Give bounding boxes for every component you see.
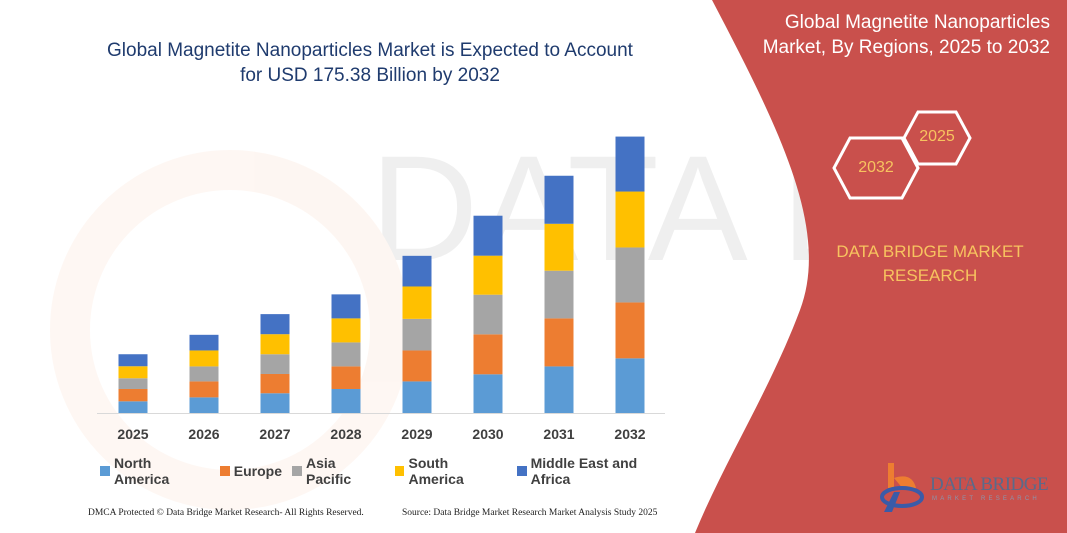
legend: North America Europe Asia Pacific South …	[100, 455, 680, 487]
x-tick-label: 2026	[188, 426, 220, 442]
side-panel-title: Global Magnetite Nanoparticles Market, B…	[760, 10, 1050, 60]
legend-item: Europe	[219, 455, 283, 487]
stacked-bar-chart	[118, 136, 645, 413]
bar-segment-north-america-2025	[118, 401, 148, 413]
legend-label: Middle East and Africa	[530, 455, 638, 487]
x-tick-label: 2028	[330, 426, 362, 442]
bar-segment-asia-pacific-2028	[331, 342, 361, 367]
legend-item: Middle East and Africa	[516, 455, 680, 487]
bar-segment-asia-pacific-2031	[544, 270, 574, 319]
bar-segment-europe-2029	[402, 350, 432, 382]
bar-segment-europe-2030	[473, 334, 503, 375]
x-tick-label: 2030	[472, 426, 504, 442]
hexagon-2032	[832, 136, 920, 200]
legend-item: South America	[394, 455, 507, 487]
bar-segment-south-america-2032	[615, 191, 645, 248]
bar-segment-middle-east-and-africa-2030	[473, 215, 503, 256]
bar-segment-middle-east-and-africa-2032	[615, 136, 645, 192]
bar-segment-europe-2032	[615, 302, 645, 359]
logo-icon	[880, 463, 924, 512]
side-panel-title-line1: Global Magnetite Nanoparticles	[784, 12, 1050, 33]
bar-segment-middle-east-and-africa-2025	[118, 354, 148, 367]
bar-segment-south-america-2029	[402, 286, 432, 319]
bar-segment-south-america-2030	[473, 255, 503, 295]
bar-segment-asia-pacific-2027	[260, 354, 290, 374]
bar-segment-north-america-2030	[473, 374, 503, 413]
logo-tagline: MARKET RESEARCH	[932, 496, 1040, 502]
bar-segment-europe-2027	[260, 373, 290, 394]
bar-segment-europe-2031	[544, 318, 574, 367]
legend-swatch	[100, 466, 110, 476]
legend-label: North America	[113, 455, 170, 487]
x-tick-label: 2025	[117, 426, 149, 442]
bar-segment-europe-2025	[118, 388, 148, 402]
brand-line2: RESEARCH	[882, 266, 978, 285]
bar-segment-south-america-2027	[260, 334, 290, 355]
footer-copyright: DMCA Protected © Data Bridge Market Rese…	[88, 508, 364, 518]
x-tick-label: 2029	[401, 426, 433, 442]
bar-segment-south-america-2025	[118, 366, 148, 379]
legend-label: Europe	[233, 463, 283, 479]
chart-title-line1: Global Magnetite Nanoparticles Market is…	[107, 40, 633, 61]
bar-segment-north-america-2032	[615, 358, 645, 413]
bar-segment-europe-2028	[331, 366, 361, 389]
bar-segment-middle-east-and-africa-2031	[544, 175, 574, 224]
bar-segment-north-america-2027	[260, 393, 290, 413]
bar-segment-asia-pacific-2025	[118, 378, 148, 389]
bar-segment-asia-pacific-2029	[402, 318, 432, 351]
legend-swatch	[292, 466, 303, 476]
bar-segment-asia-pacific-2026	[189, 366, 219, 382]
legend-item: Asia Pacific	[292, 455, 384, 487]
bar-segment-middle-east-and-africa-2029	[402, 255, 432, 287]
bar-segment-asia-pacific-2032	[615, 247, 645, 303]
footer-source: Source: Data Bridge Market Research Mark…	[402, 508, 658, 518]
hex-label-end: 2032	[858, 159, 894, 176]
x-tick-label: 2032	[614, 426, 646, 442]
legend-item: North America	[100, 455, 210, 487]
bar-segment-asia-pacific-2030	[473, 294, 503, 335]
bar-segment-north-america-2028	[331, 388, 361, 413]
x-tick-label: 2027	[259, 426, 291, 442]
logo-name: DATA BRIDGE	[930, 474, 1049, 495]
brand-line1: DATA BRIDGE MARKET	[836, 242, 1024, 261]
legend-label: Asia Pacific	[306, 455, 352, 487]
bar-segment-europe-2026	[189, 381, 219, 398]
legend-swatch	[516, 466, 527, 476]
legend-swatch	[394, 466, 405, 476]
bar-segment-middle-east-and-africa-2028	[331, 294, 361, 319]
bar-segment-south-america-2031	[544, 223, 574, 271]
bar-segment-north-america-2029	[402, 381, 432, 413]
legend-swatch	[219, 466, 230, 476]
hexagon-2025	[902, 110, 972, 166]
bar-segment-north-america-2026	[189, 397, 219, 413]
legend-label: South America	[408, 455, 464, 487]
hex-label-start: 2025	[919, 128, 955, 145]
bar-segment-south-america-2026	[189, 350, 219, 367]
bar-segment-north-america-2031	[544, 366, 574, 413]
side-panel-background	[695, 0, 1067, 533]
bar-segment-middle-east-and-africa-2027	[260, 314, 290, 335]
x-tick-label: 2031	[543, 426, 575, 442]
side-panel-title-line2: Market, By Regions, 2025 to 2032	[762, 37, 1050, 58]
chart-title-line2: for USD 175.38 Billion by 2032	[240, 65, 500, 86]
bar-segment-middle-east-and-africa-2026	[189, 334, 219, 351]
chart-title: Global Magnetite Nanoparticles Market is…	[80, 38, 660, 88]
bar-segment-south-america-2028	[331, 318, 361, 343]
brand-text: DATA BRIDGE MARKET RESEARCH	[800, 240, 1060, 288]
